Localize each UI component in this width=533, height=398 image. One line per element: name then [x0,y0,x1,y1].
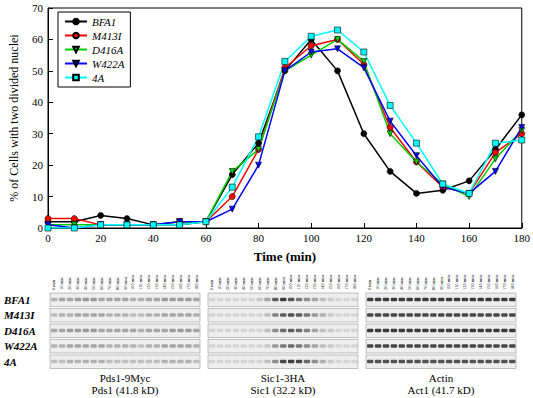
svg-text:180 min: 180 min [510,274,515,290]
svg-text:20 min: 20 min [225,277,230,290]
svg-text:Sic1-3HA: Sic1-3HA [261,372,306,384]
svg-text:80: 80 [253,232,265,244]
svg-text:70: 70 [32,2,44,14]
svg-text:60 min: 60 min [99,277,104,290]
svg-text:40: 40 [32,96,44,108]
svg-text:0: 0 [45,232,51,244]
svg-text:140: 140 [408,232,425,244]
svg-text:160 min: 160 min [178,274,183,290]
svg-text:10: 10 [32,191,44,203]
svg-text:120 min: 120 min [304,274,309,290]
svg-text:160: 160 [461,232,478,244]
svg-text:50 min: 50 min [91,277,96,290]
svg-text:Pds1 (41.8 kD): Pds1 (41.8 kD) [92,384,159,397]
svg-text:30 min: 30 min [75,277,80,290]
svg-text:50: 50 [32,65,44,77]
svg-text:100 min: 100 min [446,274,451,290]
svg-text:70 min: 70 min [265,277,270,290]
svg-text:90 min: 90 min [439,277,444,290]
svg-text:80 min: 80 min [273,277,278,290]
svg-text:80 min: 80 min [115,277,120,290]
svg-text:160 min: 160 min [336,274,341,290]
svg-text:40 min: 40 min [241,277,246,290]
svg-text:50 min: 50 min [407,277,412,290]
svg-text:60 min: 60 min [257,277,262,290]
svg-text:30: 30 [32,128,44,140]
svg-text:110 min: 110 min [454,275,459,290]
svg-text:110 min: 110 min [138,275,143,290]
svg-text:BFA1: BFA1 [92,16,116,28]
svg-text:4A: 4A [3,356,17,368]
svg-text:90 min: 90 min [281,277,286,290]
svg-text:160 min: 160 min [494,274,499,290]
svg-text:180: 180 [514,232,531,244]
svg-text:100 min: 100 min [288,274,293,290]
svg-text:100 min: 100 min [130,274,135,290]
svg-text:170 min: 170 min [344,274,349,290]
svg-text:Sic1 (32.2 kD): Sic1 (32.2 kD) [250,384,315,397]
svg-text:Time (min): Time (min) [254,249,316,264]
svg-text:140 min: 140 min [162,274,167,290]
svg-text:W422A: W422A [92,58,125,70]
svg-text:120 min: 120 min [462,274,467,290]
svg-text:100: 100 [303,232,320,244]
svg-text:20: 20 [95,232,107,244]
svg-text:130 min: 130 min [154,274,159,290]
svg-text:40 min: 40 min [399,277,404,290]
svg-text:D416A: D416A [3,325,36,337]
svg-text:150 min: 150 min [328,274,333,290]
svg-text:140 min: 140 min [478,274,483,290]
svg-text:0 min: 0 min [367,279,372,290]
svg-text:0 min: 0 min [209,279,214,290]
svg-text:10 min: 10 min [59,277,64,290]
svg-text:30 min: 30 min [391,277,396,290]
svg-text:150 min: 150 min [486,274,491,290]
svg-text:110 min: 110 min [296,275,301,290]
svg-text:120: 120 [356,232,373,244]
svg-text:Act1 (41.7 kD): Act1 (41.7 kD) [408,384,475,397]
svg-text:D416A: D416A [91,44,123,56]
svg-text:BFA1: BFA1 [3,294,31,306]
svg-text:50 min: 50 min [249,277,254,290]
svg-text:30 min: 30 min [233,277,238,290]
svg-text:170 min: 170 min [502,274,507,290]
svg-text:40 min: 40 min [83,277,88,290]
svg-text:120 min: 120 min [146,274,151,290]
svg-text:M413I: M413I [91,30,123,42]
svg-text:4A: 4A [92,72,105,84]
svg-text:0 min: 0 min [51,279,56,290]
svg-text:% of Cells with two divided nu: % of Cells with two divided nuclei [7,34,21,202]
svg-text:70 min: 70 min [423,277,428,290]
svg-text:Pds1-9Myc: Pds1-9Myc [100,372,151,384]
svg-text:180 min: 180 min [352,274,357,290]
svg-text:140 min: 140 min [320,274,325,290]
svg-text:0: 0 [38,222,44,234]
svg-text:70 min: 70 min [107,277,112,290]
svg-text:90 min: 90 min [123,277,128,290]
svg-text:60: 60 [200,232,212,244]
svg-text:10 min: 10 min [217,277,222,290]
svg-text:60: 60 [32,33,44,45]
svg-text:80 min: 80 min [431,277,436,290]
svg-text:170 min: 170 min [186,274,191,290]
svg-text:130 min: 130 min [470,274,475,290]
svg-text:130 min: 130 min [312,274,317,290]
svg-text:10 min: 10 min [375,277,380,290]
svg-text:20 min: 20 min [67,277,72,290]
svg-text:20: 20 [32,159,44,171]
svg-text:180 min: 180 min [194,274,199,290]
svg-text:W422A: W422A [4,340,38,352]
svg-text:60 min: 60 min [415,277,420,290]
svg-text:Actin: Actin [429,372,454,384]
svg-text:40: 40 [148,232,160,244]
svg-text:150 min: 150 min [170,274,175,290]
svg-text:20 min: 20 min [383,277,388,290]
svg-text:M413I: M413I [3,309,35,321]
